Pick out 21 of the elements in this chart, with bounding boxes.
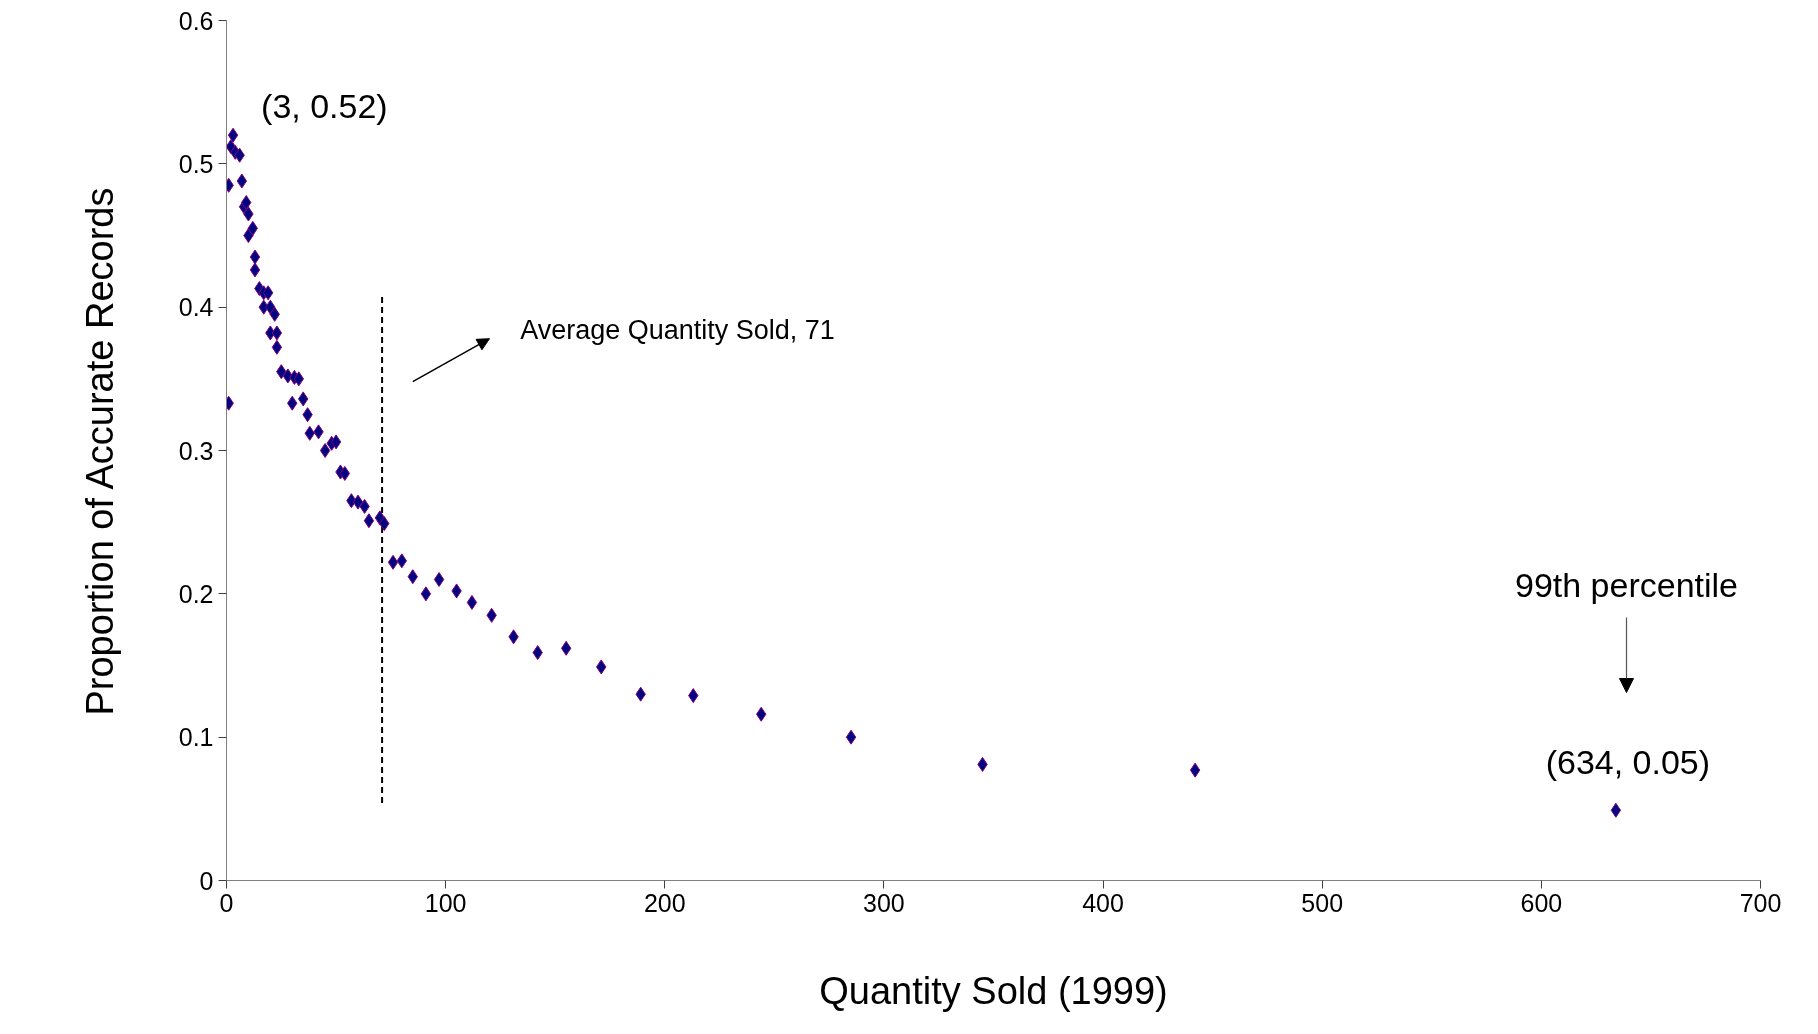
y-tick-label: 0 <box>199 866 214 895</box>
x-tick-label: 0 <box>219 888 234 917</box>
x-tick-label: 400 <box>1082 888 1124 917</box>
x-tick-label: 500 <box>1301 888 1344 917</box>
y-tick-label: 0.1 <box>178 723 214 752</box>
x-tick-label: 300 <box>863 888 905 917</box>
y-tick-label: 0.2 <box>178 579 214 608</box>
x-tick-label: 600 <box>1520 888 1563 917</box>
annotation: (3, 0.52) <box>261 87 388 126</box>
x-tick-label: 100 <box>424 888 467 917</box>
x-tick-label: 700 <box>1739 888 1782 917</box>
y-tick-label: 0.3 <box>178 436 214 465</box>
x-axis-title: Quantity Sold (1999) <box>819 969 1168 1012</box>
y-tick-label: 0.4 <box>178 293 214 322</box>
annotation: (634, 0.05) <box>1545 742 1711 781</box>
x-tick-label: 200 <box>643 888 686 917</box>
y-tick-label: 0.6 <box>178 6 214 35</box>
ref-line-label: Average Quantity Sold, 71 <box>520 315 835 346</box>
y-tick-label: 0.5 <box>178 149 214 178</box>
annotation: 99th percentile <box>1514 565 1739 604</box>
y-axis-title: Proportion of Accurate Records <box>78 187 121 716</box>
